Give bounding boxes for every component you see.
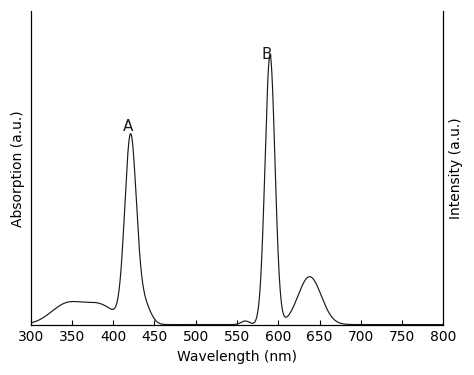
Y-axis label: Intensity (a.u.): Intensity (a.u.) bbox=[449, 117, 463, 219]
Text: B: B bbox=[262, 47, 272, 62]
Y-axis label: Absorption (a.u.): Absorption (a.u.) bbox=[11, 110, 25, 226]
Text: A: A bbox=[123, 119, 133, 134]
X-axis label: Wavelength (nm): Wavelength (nm) bbox=[177, 350, 297, 364]
